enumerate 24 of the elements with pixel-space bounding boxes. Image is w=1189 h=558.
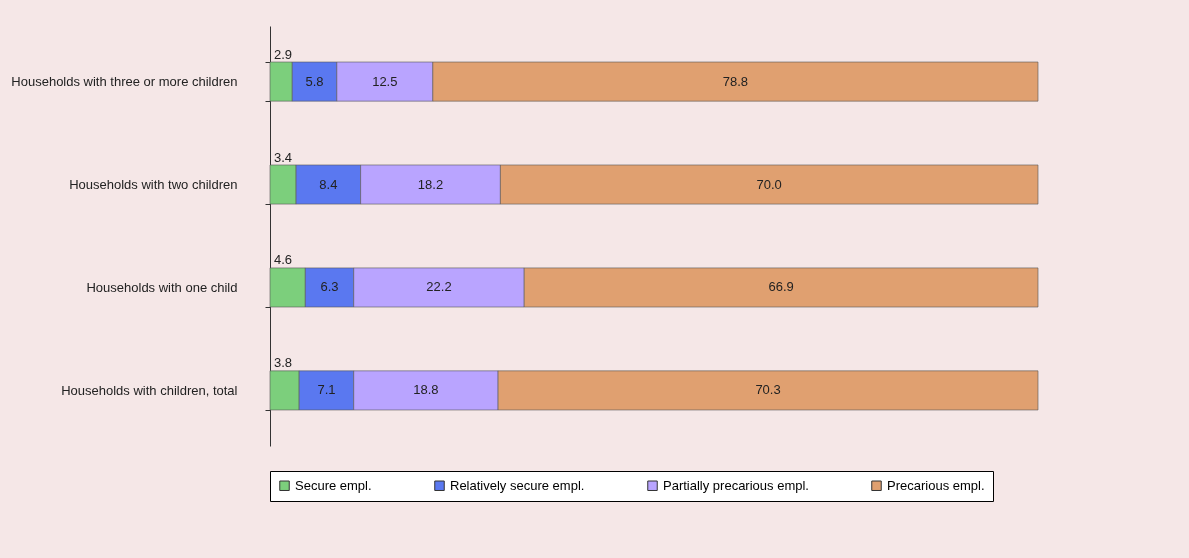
data-label: 78.8 [722, 73, 749, 89]
legend-label: Relatively secure empl. [450, 477, 585, 493]
data-label: 3.8 [274, 355, 293, 371]
data-label: 2.9 [274, 46, 293, 62]
data-label: 22.2 [426, 279, 452, 295]
y-tick-label: Households with one child [86, 279, 238, 295]
data-label: 66.9 [768, 279, 794, 295]
data-label: 18.2 [417, 176, 444, 192]
y-tick-label: Households with children, total [61, 382, 238, 398]
data-label: 12.5 [372, 73, 398, 89]
data-label: 70.3 [755, 382, 781, 398]
data-label: 7.1 [317, 382, 336, 398]
data-label: 8.4 [319, 176, 338, 192]
data-label: 70.0 [756, 176, 782, 192]
data-label: 18.8 [413, 382, 439, 398]
legend-label: Secure empl. [295, 477, 372, 493]
y-tick-label: Households with two children [69, 177, 238, 193]
legend-label: Precarious empl. [887, 477, 985, 493]
data-label: 4.6 [274, 252, 293, 268]
data-label: 5.8 [305, 73, 324, 89]
data-label: 6.3 [320, 279, 339, 295]
data-label: 3.4 [274, 149, 293, 165]
y-tick-label: Households with three or more children [11, 74, 238, 90]
legend-label: Partially precarious empl. [663, 477, 809, 493]
